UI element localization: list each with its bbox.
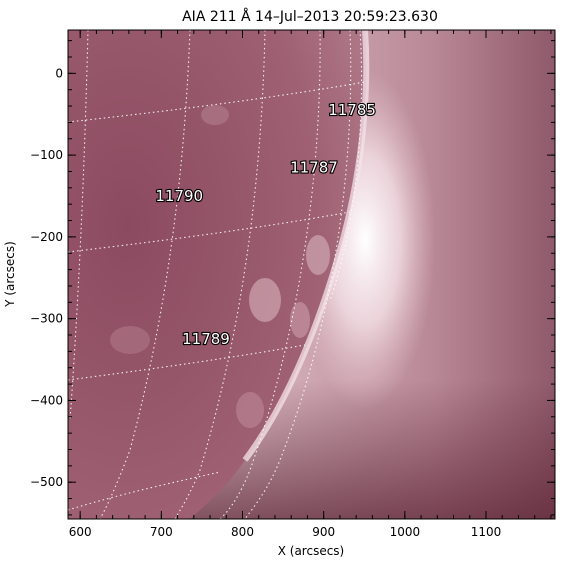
x-tick-label: 900 <box>312 525 335 539</box>
bright-patch <box>236 392 264 428</box>
bright-patch <box>306 235 330 275</box>
x-axis: 600 700 800 900 1000 1100 <box>69 30 552 539</box>
y-axis: 0 −100 −200 −300 −400 −500 <box>30 40 555 516</box>
region-label-11785: 11785 <box>328 101 376 119</box>
region-label-11790: 11790 <box>155 187 203 205</box>
active-region-labels: 11785 11787 11790 11789 <box>154 100 377 349</box>
y-tick-label: −200 <box>30 230 63 244</box>
x-tick-label: 1000 <box>390 525 421 539</box>
y-axis-title: Y (arcsecs) <box>3 241 17 308</box>
x-axis-title: X (arcsecs) <box>278 544 345 558</box>
solar-image: 11785 11787 11790 11789 <box>68 30 555 519</box>
x-tick-label: 1100 <box>471 525 502 539</box>
y-tick-label: −400 <box>30 393 63 407</box>
plot-frame <box>67 29 556 520</box>
y-tick-label: −300 <box>30 312 63 326</box>
solar-disk <box>68 30 367 519</box>
figure-title: AIA 211 Å 14–Jul–2013 20:59:23.630 <box>182 8 438 25</box>
x-tick-label: 800 <box>231 525 254 539</box>
limb-bright-edge <box>242 30 370 462</box>
bright-patch <box>290 302 310 338</box>
bright-patch <box>201 105 229 125</box>
x-tick-label: 600 <box>69 525 92 539</box>
y-tick-label: −500 <box>30 475 63 489</box>
region-label-11789: 11789 <box>182 330 230 348</box>
y-tick-label: −100 <box>30 148 63 162</box>
bright-patch <box>110 326 150 354</box>
bright-patch <box>249 278 281 322</box>
region-label-11787: 11787 <box>290 158 338 176</box>
coordinate-grid <box>68 30 366 519</box>
y-tick-label: 0 <box>55 66 63 80</box>
x-tick-label: 700 <box>150 525 173 539</box>
